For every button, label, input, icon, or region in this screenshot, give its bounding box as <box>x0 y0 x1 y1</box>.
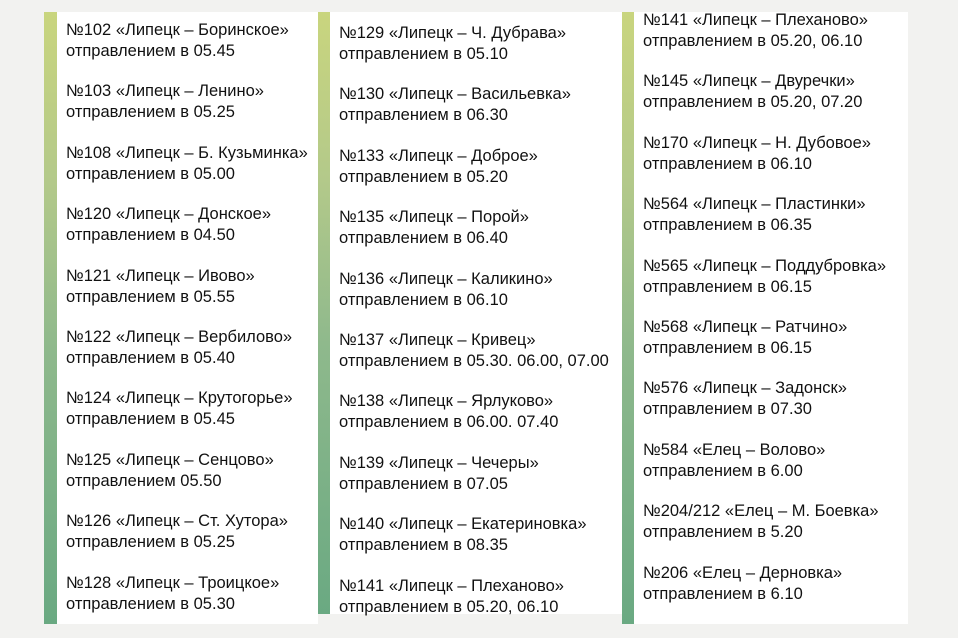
route-entry: №145 «Липецк – Двуречки» отправлением в 0… <box>643 71 886 132</box>
route-name: №136 «Липецк – Каликино» <box>339 269 553 288</box>
departure-time: отправлением в 05.20, 06.10 <box>643 32 863 50</box>
route-entry: №130 «Липецк – Васильевка» отправлением в… <box>339 84 609 145</box>
departure-time: отправлением в 07.05 <box>339 474 508 493</box>
route-entry: №129 «Липецк – Ч. Дубрава» отправлением в… <box>339 23 609 84</box>
route-entry: №122 «Липецк – Вербилово» отправлением в … <box>66 327 308 388</box>
route-name: №103 «Липецк – Ленино» <box>66 82 264 101</box>
route-name: №139 «Липецк – Чечеры» <box>339 453 539 472</box>
departure-time: отправлением в 06.40 <box>339 229 508 248</box>
departure-time: отправлением в 06.00. 07.40 <box>339 413 559 432</box>
departure-time: отправлением в 04.50 <box>66 226 235 245</box>
route-entry: №120 «Липецк – Донское» отправлением в 04… <box>66 204 308 265</box>
decorative-stripe <box>318 12 330 614</box>
route-entry: №565 «Липецк – Поддубровка» отправлением … <box>643 256 886 317</box>
route-name: №568 «Липецк – Ратчино» <box>643 317 848 336</box>
route-name: №124 «Липецк – Крутогорье» <box>66 389 293 408</box>
departure-time: отправлением в 05.30. 06.00, 07.00 <box>339 351 609 370</box>
route-name: №108 «Липецк – Б. Кузьминка» <box>66 143 308 162</box>
route-name: №141 «Липецк – Плеханово» <box>339 576 564 595</box>
route-entry: №136 «Липецк – Каликино» отправлением в 0… <box>339 269 609 330</box>
route-name: №129 «Липецк – Ч. Дубрава» <box>339 24 567 42</box>
route-name: №145 «Липецк – Двуречки» <box>643 72 855 91</box>
route-name: №135 «Липецк – Порой» <box>339 208 529 227</box>
departure-time: отправлением в 05.30 <box>66 594 235 613</box>
route-name: №120 «Липецк – Донское» <box>66 205 271 224</box>
departure-time: отправлением в 05.25 <box>66 103 235 122</box>
departure-time: отправлением в 05.20, 07.20 <box>643 93 863 112</box>
departure-time: отправлением в 05.20, 06.10 <box>339 597 559 616</box>
schedule-panel <box>330 12 622 614</box>
route-entry: №135 «Липецк – Порой» отправлением в 06.4… <box>339 207 609 268</box>
departure-time: отправлением в 06.15 <box>643 277 812 296</box>
schedule-column: №129 «Липецк – Ч. Дубрава» отправлением в… <box>339 23 609 637</box>
departure-time: отправлением в 05.40 <box>66 348 235 367</box>
departure-time: отправлением в 06.15 <box>643 338 812 357</box>
route-name: №565 «Липецк – Поддубровка» <box>643 256 887 275</box>
schedule-column: №141 «Липецк – Плеханово» отправлением в … <box>643 10 886 624</box>
departure-time: отправлением в 05.20 <box>339 167 508 186</box>
route-name: №130 «Липецк – Васильевка» <box>339 85 571 104</box>
route-entry: №141 «Липецк – Плеханово» отправлением в … <box>643 10 886 71</box>
route-entry: №124 «Липецк – Крутогорье» отправлением в… <box>66 388 308 449</box>
route-entry: №137 «Липецк – Кривец» отправлением в 05.… <box>339 330 609 391</box>
route-name: №102 «Липецк – Боринское» <box>66 21 289 39</box>
departure-time: отправлением 05.50 <box>66 471 222 490</box>
route-name: №133 «Липецк – Доброе» <box>339 146 538 165</box>
route-name: №126 «Липецк – Ст. Хутора» <box>66 512 288 531</box>
schedule-panel <box>634 12 908 624</box>
departure-time: отправлением в 5.20 <box>643 523 803 542</box>
route-name: №140 «Липецк – Екатериновка» <box>339 515 587 534</box>
departure-time: отправлением в 05.25 <box>66 533 235 552</box>
route-name: №564 «Липецк – Пластинки» <box>643 195 866 214</box>
route-name: №121 «Липецк – Ивово» <box>66 266 255 285</box>
route-entry: №584 «Елец – Волово» отправлением в 6.00 <box>643 440 886 501</box>
departure-time: отправлением в 05.00 <box>66 164 235 183</box>
route-name: №122 «Липецк – Вербилово» <box>66 327 293 346</box>
departure-time: отправлением в 05.45 <box>66 42 235 60</box>
route-entry: №121 «Липецк – Ивово» отправлением в 05.5… <box>66 266 308 327</box>
route-name: №128 «Липецк – Троицкое» <box>66 573 280 592</box>
route-entry: №204/212 «Елец – М. Боевка» отправлением … <box>643 501 886 562</box>
route-entry: №103 «Липецк – Ленино» отправлением в 05.… <box>66 81 308 142</box>
route-name: №206 «Елец – Дерновка» <box>643 563 843 582</box>
departure-time: отправлением в 6.00 <box>643 461 803 480</box>
schedule-column: №102 «Липецк – Боринское» отправлением в … <box>66 20 308 634</box>
route-name: №137 «Липецк – Кривец» <box>339 330 536 349</box>
departure-time: отправлением в 08.35 <box>339 536 508 555</box>
departure-time: отправлением в 06.10 <box>643 154 812 173</box>
route-name: №576 «Липецк – Задонск» <box>643 379 847 398</box>
departure-time: отправлением в 6.10 <box>643 584 803 603</box>
route-name: №138 «Липецк – Ярлуково» <box>339 392 554 411</box>
route-entry: №141 «Липецк – Плеханово» отправлением в … <box>339 576 609 637</box>
departure-time: отправлением в 05.45 <box>66 410 235 429</box>
departure-time: отправлением в 05.55 <box>66 287 235 306</box>
route-entry: №133 «Липецк – Доброе» отправлением в 05.… <box>339 146 609 207</box>
route-entry: №125 «Липецк – Сенцово» отправлением 05.5… <box>66 450 308 511</box>
departure-time: отправлением в 06.30 <box>339 106 508 125</box>
route-name: №170 «Липецк – Н. Дубовое» <box>643 133 871 152</box>
route-entry: №206 «Елец – Дерновка» отправлением в 6.1… <box>643 563 886 624</box>
departure-time: отправлением в 06.35 <box>643 216 812 235</box>
route-entry: №138 «Липецк – Ярлуково» отправлением в 0… <box>339 391 609 452</box>
route-entry: №576 «Липецк – Задонск» отправлением в 07… <box>643 378 886 439</box>
route-entry: №568 «Липецк – Ратчино» отправлением в 06… <box>643 317 886 378</box>
decorative-stripe <box>622 12 634 624</box>
route-entry: №140 «Липецк – Екатериновка» отправлением… <box>339 514 609 575</box>
departure-time: отправлением в 06.10 <box>339 290 508 309</box>
departure-time: отправлением в 05.10 <box>339 45 508 63</box>
route-entry: №108 «Липецк – Б. Кузьминка» отправлением… <box>66 143 308 204</box>
route-name: №204/212 «Елец – М. Боевка» <box>643 502 879 521</box>
route-entry: №564 «Липецк – Пластинки» отправлением в … <box>643 194 886 255</box>
route-entry: №126 «Липецк – Ст. Хутора» отправлением в… <box>66 511 308 572</box>
departure-time: отправлением в 07.30 <box>643 400 812 419</box>
decorative-stripe <box>44 12 57 624</box>
route-name: №584 «Елец – Волово» <box>643 440 826 459</box>
route-name: №141 «Липецк – Плеханово» <box>643 11 868 29</box>
schedule-panel <box>57 12 318 624</box>
route-entry: №128 «Липецк – Троицкое» отправлением в 0… <box>66 573 308 634</box>
route-entry: №139 «Липецк – Чечеры» отправлением в 07.… <box>339 453 609 514</box>
route-name: №125 «Липецк – Сенцово» <box>66 450 274 469</box>
route-entry: №102 «Липецк – Боринское» отправлением в … <box>66 20 308 81</box>
route-entry: №170 «Липецк – Н. Дубовое» отправлением в… <box>643 133 886 194</box>
